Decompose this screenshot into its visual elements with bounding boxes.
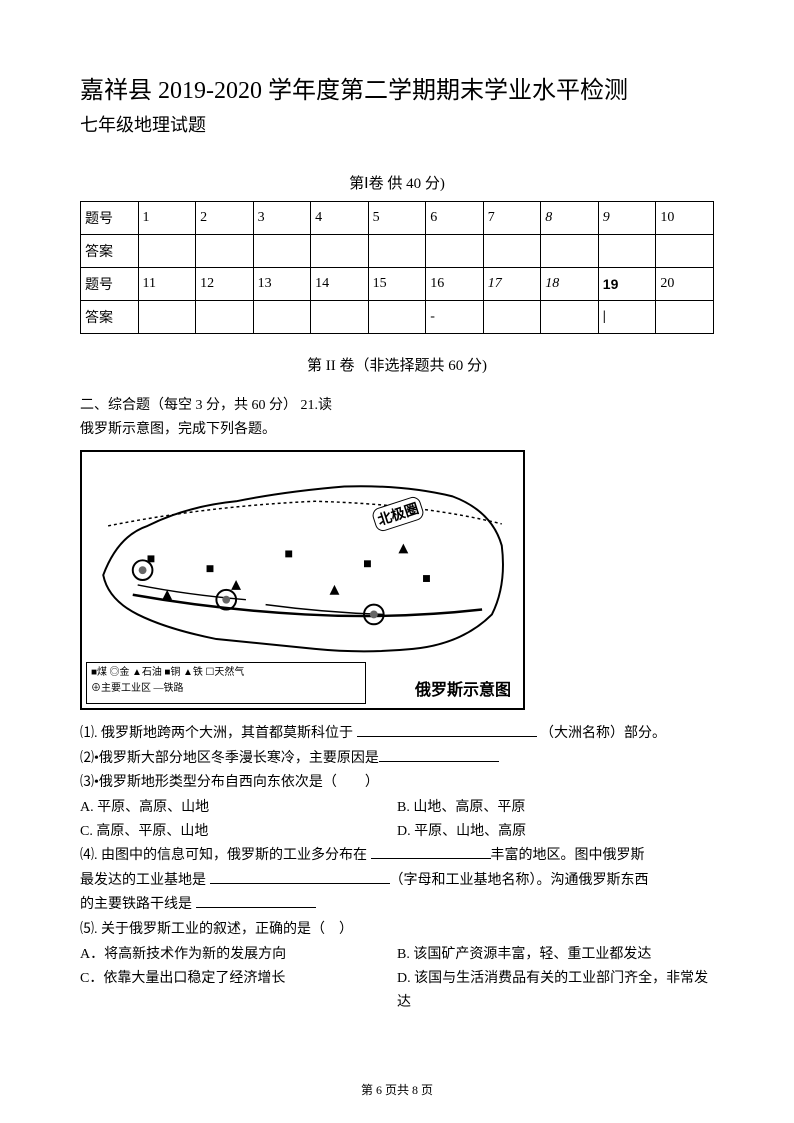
option-b: B. 山地、高原、平原 (397, 796, 714, 820)
cell (368, 301, 426, 334)
cell: 12 (196, 268, 254, 301)
map-caption: 俄罗斯示意图 (411, 674, 515, 702)
section2-header: 第 II 卷（非选择题共 60 分) (80, 354, 714, 375)
cell (253, 235, 311, 268)
section1-header: 第Ⅰ卷 供 40 分) (80, 172, 714, 193)
cell: 8 (541, 202, 599, 235)
cell: 15 (368, 268, 426, 301)
cell (541, 301, 599, 334)
cell: 6 (426, 202, 484, 235)
option-d: D. 平原、山地、高原 (397, 820, 714, 844)
cell (196, 235, 254, 268)
cell: 13 (253, 268, 311, 301)
exam-title: 嘉祥县 2019-2020 学年度第二学期期末学业水平检测 (80, 70, 714, 105)
cell: 5 (368, 202, 426, 235)
legend-line2: ⊕主要工业区 —铁路 (91, 681, 361, 697)
option-b: B. 该国矿产资源丰富，轻、重工业都发达 (397, 943, 714, 967)
page-footer: 第 6 页共 8 页 (0, 1081, 794, 1098)
option-d: D. 该国与生活消费品有关的工业部门齐全，非常发达 (397, 967, 714, 1015)
row-label: 答案 (81, 301, 139, 334)
legend-line1: ■煤 ◎金 ▲石油 ■铜 ▲铁 ☐天然气 (91, 665, 361, 681)
row-label: 题号 (81, 202, 139, 235)
table-row: 题号 1 2 3 4 5 6 7 8 9 10 (81, 202, 714, 235)
table-row: 题号 11 12 13 14 15 16 17 18 19 20 (81, 268, 714, 301)
table-row: 答案 - | (81, 301, 714, 334)
cell: 2 (196, 202, 254, 235)
cell (253, 301, 311, 334)
cell: 14 (311, 268, 369, 301)
option-a: A．将高新技术作为新的发展方向 (80, 943, 397, 967)
question-5-options: A．将高新技术作为新的发展方向 B. 该国矿产资源丰富，轻、重工业都发达 C．依… (80, 943, 714, 1014)
question-intro-line1: 二、综合题（每空 3 分，共 60 分） 21.读 (80, 395, 714, 417)
row-label: 题号 (81, 268, 139, 301)
table-row: 答案 (81, 235, 714, 268)
question-5: ⑸. 关于俄罗斯工业的叙述，正确的是（ ） (80, 918, 714, 942)
option-c: C．依靠大量出口稳定了经济增长 (80, 967, 397, 1015)
question-2: ⑵•俄罗斯大部分地区冬季漫长寒冷，主要原因是 (80, 747, 714, 771)
question-3-options: A. 平原、高原、山地 B. 山地、高原、平原 C. 高原、平原、山地 D. 平… (80, 796, 714, 844)
cell: 17 (483, 268, 541, 301)
cell (426, 235, 484, 268)
cell (138, 301, 196, 334)
cell (656, 235, 714, 268)
question-4-line3: 的主要铁路干线是 (80, 893, 714, 917)
option-a: A. 平原、高原、山地 (80, 796, 397, 820)
cell: 11 (138, 268, 196, 301)
cell: 4 (311, 202, 369, 235)
question-intro-line2: 俄罗斯示意图，完成下列各题。 (80, 419, 714, 441)
question-1: ⑴. 俄罗斯地跨两个大洲，其首都莫斯科位于 （大洲名称）部分。 (80, 722, 714, 746)
russia-map: 北极圈 ■煤 ◎金 ▲石油 ■铜 ▲铁 ☐天然气 ⊕主要工业区 —铁路 俄罗斯示… (80, 450, 525, 710)
cell: 1 (138, 202, 196, 235)
question-3: ⑶•俄罗斯地形类型分布自西向东依次是（ ） (80, 771, 714, 795)
cell: 3 (253, 202, 311, 235)
cell: | (598, 301, 656, 334)
cell (138, 235, 196, 268)
cell (483, 301, 541, 334)
cell (311, 301, 369, 334)
question-4-line2: 最发达的工业基地是 （字母和工业基地名称）。沟通俄罗斯东西 (80, 869, 714, 893)
cell: - (426, 301, 484, 334)
cell: 10 (656, 202, 714, 235)
cell: 7 (483, 202, 541, 235)
cell (483, 235, 541, 268)
cell: 9 (598, 202, 656, 235)
question-4-line1: ⑷. 由图中的信息可知，俄罗斯的工业多分布在 丰富的地区。图中俄罗斯 (80, 844, 714, 868)
cell (368, 235, 426, 268)
cell (598, 235, 656, 268)
row-label: 答案 (81, 235, 139, 268)
cell: 19 (598, 268, 656, 301)
exam-subtitle: 七年级地理试题 (80, 111, 714, 137)
cell (196, 301, 254, 334)
cell: 20 (656, 268, 714, 301)
option-c: C. 高原、平原、山地 (80, 820, 397, 844)
answer-table: 题号 1 2 3 4 5 6 7 8 9 10 答案 题号 11 12 13 1… (80, 201, 714, 334)
cell: 18 (541, 268, 599, 301)
cell (541, 235, 599, 268)
cell: 16 (426, 268, 484, 301)
cell (656, 301, 714, 334)
cell (311, 235, 369, 268)
map-legend: ■煤 ◎金 ▲石油 ■铜 ▲铁 ☐天然气 ⊕主要工业区 —铁路 (86, 662, 366, 704)
